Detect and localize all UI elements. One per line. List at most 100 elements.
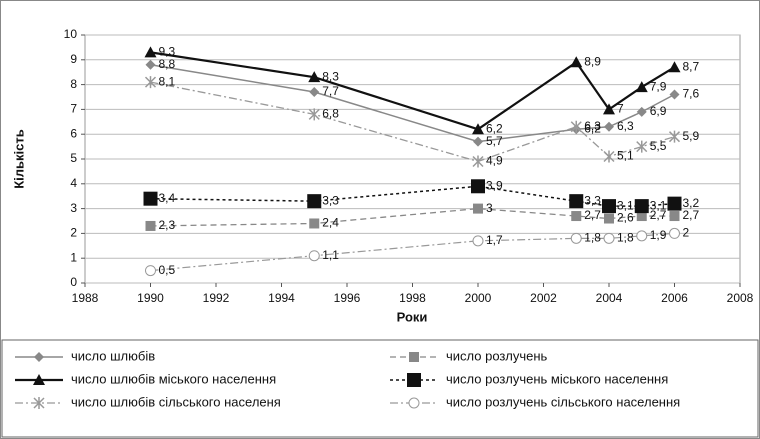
y-tick-label: 6 (70, 126, 77, 140)
point (144, 46, 157, 58)
point (570, 56, 583, 68)
data-label: 5,5 (650, 139, 667, 153)
point (634, 199, 649, 214)
data-label: 3,9 (486, 178, 503, 192)
legend-label: число шлюбів міського населення (71, 371, 276, 386)
data-label: 5,7 (486, 134, 503, 148)
data-label: 6,8 (322, 107, 339, 121)
x-axis-label: Роки (397, 309, 428, 324)
y-tick-label: 4 (70, 176, 77, 190)
point (143, 191, 158, 206)
y-tick-label: 0 (70, 275, 77, 289)
point (308, 250, 320, 262)
x-tick-label: 1990 (137, 291, 164, 305)
point (636, 211, 647, 222)
y-tick-label: 9 (70, 52, 77, 66)
data-label: 1,1 (322, 248, 339, 262)
point (604, 121, 614, 132)
y-axis-label: Кількість (11, 129, 26, 189)
point (636, 106, 647, 117)
legend-label: число розлучень міського населення (446, 371, 668, 386)
data-label: 8,9 (584, 54, 601, 68)
legend-marker (34, 352, 44, 362)
y-tick-label: 3 (70, 201, 77, 215)
point (635, 81, 648, 93)
y-tick-label: 1 (70, 250, 77, 264)
data-label: 7,7 (322, 84, 339, 98)
point (307, 194, 322, 209)
x-tick-label: 2002 (530, 291, 557, 305)
data-label: 1,8 (584, 231, 601, 245)
x-tick-label: 1988 (72, 291, 99, 305)
point (308, 71, 321, 83)
data-label: 8,8 (159, 57, 176, 71)
data-label: 8,7 (683, 59, 700, 73)
legend-label: число розлучень (446, 348, 548, 363)
y-tick-label: 10 (64, 27, 78, 41)
point (669, 211, 680, 222)
point (144, 76, 157, 89)
point (668, 130, 681, 143)
point (603, 232, 615, 244)
point (669, 227, 680, 239)
point (309, 218, 320, 229)
data-label: 8,3 (322, 69, 339, 83)
point (669, 89, 680, 100)
point (569, 194, 584, 209)
x-tick-label: 2004 (596, 291, 623, 305)
point (636, 230, 648, 242)
y-tick-label: 8 (70, 77, 77, 91)
legend-label: число шлюбів сільського населеня (71, 394, 281, 409)
data-label: 2,6 (617, 211, 634, 225)
x-tick-label: 2006 (661, 291, 688, 305)
x-tick-label: 2000 (465, 291, 492, 305)
point (309, 87, 320, 98)
legend-box (1, 339, 759, 438)
data-label: 2,7 (584, 208, 601, 222)
legend-marker (407, 373, 421, 387)
data-label: 2 (683, 226, 690, 240)
data-label: 2,7 (683, 208, 700, 222)
data-label: 2,7 (650, 208, 667, 222)
x-tick-label: 1992 (203, 291, 230, 305)
point (570, 120, 582, 133)
point (472, 155, 484, 168)
data-label: 5,1 (617, 149, 634, 163)
data-label: 3 (486, 201, 493, 215)
point (473, 136, 483, 147)
data-label: 1,8 (617, 231, 634, 245)
point (571, 211, 582, 222)
point (145, 265, 156, 277)
point (603, 150, 615, 163)
point (636, 140, 648, 153)
data-label: 6,9 (650, 104, 667, 118)
data-label: 6,2 (486, 121, 503, 135)
y-tick-label: 5 (70, 151, 77, 165)
legend-label: число шлюбів (71, 348, 155, 363)
data-label: 9,3 (159, 45, 176, 59)
legend-label: число розлучень сільського населення (446, 394, 680, 409)
point (145, 220, 156, 231)
point (472, 123, 484, 135)
point (472, 235, 484, 247)
y-tick-label: 7 (70, 102, 77, 116)
x-tick-label: 1994 (268, 291, 295, 305)
legend-marker (408, 397, 420, 409)
y-tick-label: 2 (70, 226, 77, 240)
data-label: 6,3 (584, 119, 601, 133)
point (602, 199, 616, 214)
data-label: 1,9 (650, 228, 667, 242)
data-label: 4,9 (486, 154, 503, 168)
x-tick-label: 1996 (334, 291, 361, 305)
point (570, 232, 582, 244)
data-label: 2,3 (159, 218, 176, 232)
point (668, 61, 681, 73)
legend-marker (33, 397, 45, 409)
data-label: 0,5 (159, 263, 176, 277)
data-label: 8,1 (159, 74, 176, 88)
data-label: 1,7 (486, 233, 503, 247)
legend-marker (409, 352, 419, 362)
data-label: 3,4 (159, 191, 176, 205)
point (471, 179, 485, 194)
data-label: 6,2 (584, 121, 601, 135)
